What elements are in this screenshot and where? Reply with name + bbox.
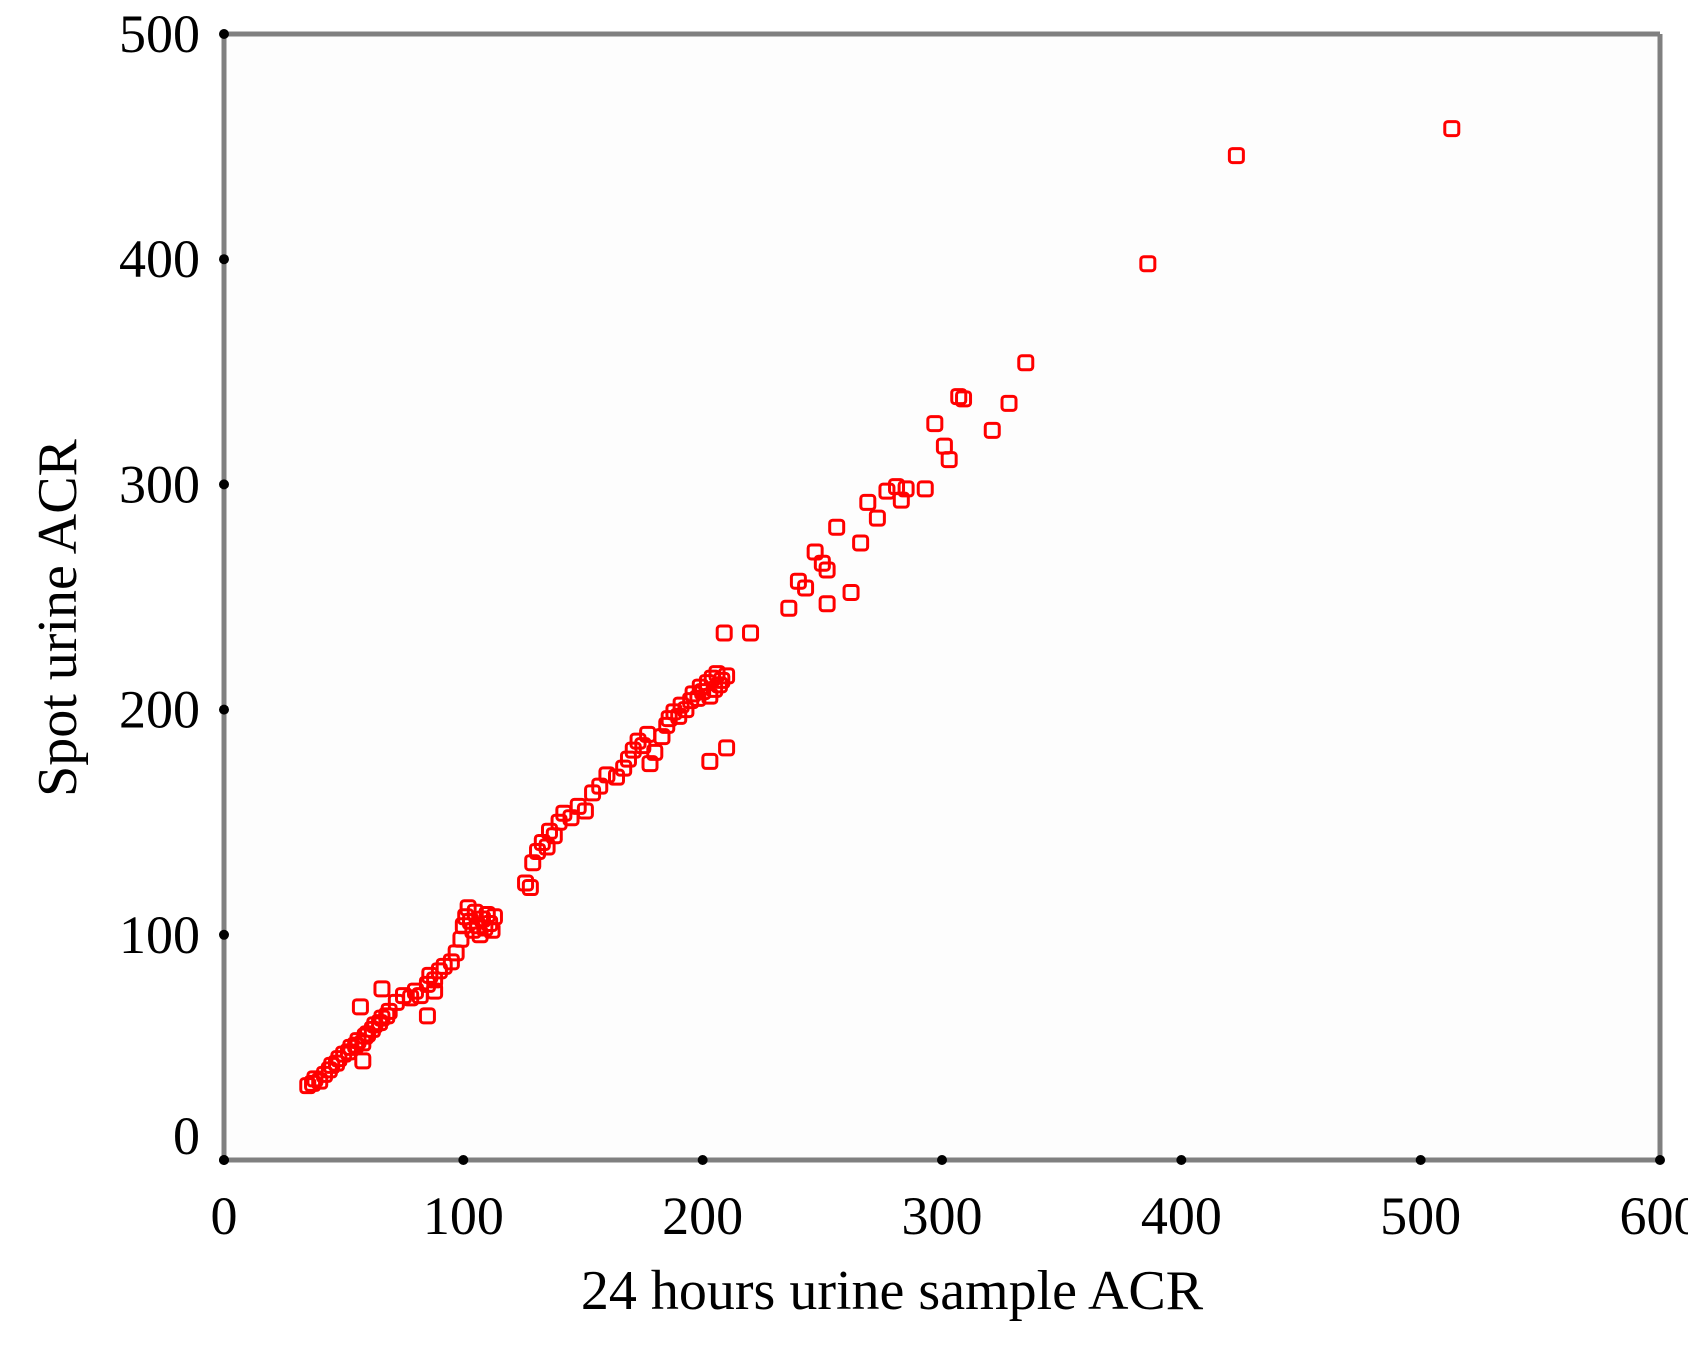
y-axis-title: Spot urine ACR: [27, 438, 89, 796]
y-tick-label: 400: [119, 229, 200, 289]
y-tick-label: 300: [119, 454, 200, 514]
data-point: [576, 802, 594, 820]
data-point: [713, 671, 731, 689]
data-point: [521, 879, 539, 897]
data-point: [983, 421, 1001, 439]
data-point: [418, 1007, 436, 1025]
data-point: [598, 766, 616, 784]
y-axis-ticks: 0 100 200 300 400 500: [119, 4, 229, 1166]
x-tick-mark: [697, 1155, 708, 1165]
x-tick-label: 500: [1380, 1186, 1461, 1246]
data-point: [485, 908, 503, 926]
x-tick-label: 300: [902, 1186, 983, 1246]
y-tick-label: 500: [119, 4, 200, 64]
data-point: [718, 739, 736, 757]
data-point: [1227, 147, 1245, 165]
y-tick-label: 0: [173, 1106, 200, 1166]
data-point: [517, 874, 535, 892]
data-point: [426, 982, 444, 1000]
data-point: [540, 822, 558, 840]
data-points: [299, 120, 1461, 1095]
data-point: [306, 1070, 324, 1088]
x-tick-mark: [937, 1155, 947, 1165]
data-point: [852, 534, 870, 552]
x-axis-title: 24 hours urine sample ACR: [581, 1260, 1204, 1322]
data-point: [624, 741, 642, 759]
data-point: [1443, 120, 1461, 138]
x-tick-label: 0: [211, 1186, 238, 1246]
y-tick-mark: [219, 29, 229, 39]
data-point: [677, 701, 695, 719]
data-point: [897, 480, 915, 498]
x-tick-mark: [1176, 1155, 1187, 1165]
data-point: [351, 998, 369, 1016]
data-point: [615, 759, 633, 777]
x-tick-label: 400: [1141, 1186, 1222, 1246]
data-point: [619, 750, 637, 768]
x-tick-mark: [1655, 1155, 1665, 1165]
data-point: [529, 842, 547, 860]
data-point: [818, 561, 836, 579]
data-point: [742, 624, 760, 642]
data-point: [550, 813, 568, 831]
data-point: [646, 743, 664, 761]
data-point: [718, 667, 736, 685]
plot-area: [224, 34, 1660, 1160]
y-tick-mark: [219, 929, 229, 940]
data-point: [701, 752, 719, 770]
y-tick-label: 200: [119, 680, 200, 740]
data-point: [892, 491, 910, 509]
data-point: [442, 953, 460, 971]
data-point: [859, 493, 877, 511]
data-point: [878, 482, 896, 500]
y-tick-mark: [219, 1155, 229, 1165]
data-point: [955, 390, 973, 408]
data-point: [868, 509, 886, 527]
x-tick-mark: [458, 1155, 469, 1165]
data-point: [842, 583, 860, 601]
data-point: [421, 966, 439, 984]
data-point: [926, 415, 944, 433]
data-point: [1000, 394, 1018, 412]
data-point: [641, 755, 659, 773]
y-tick-label: 100: [119, 905, 200, 965]
data-point: [916, 480, 934, 498]
data-point: [1139, 255, 1157, 273]
data-point: [672, 696, 690, 714]
data-point: [1017, 354, 1035, 372]
data-point: [373, 980, 391, 998]
data-point: [797, 579, 815, 597]
data-point: [524, 854, 542, 872]
data-point: [828, 518, 846, 536]
y-tick-mark: [219, 254, 229, 265]
data-point: [780, 599, 798, 617]
data-point: [354, 1052, 372, 1070]
y-tick-mark: [219, 704, 229, 715]
data-point: [940, 451, 958, 469]
data-point: [950, 388, 968, 406]
data-point: [426, 971, 444, 989]
data-point: [818, 595, 836, 613]
data-point: [378, 1007, 396, 1025]
x-tick-label: 200: [662, 1186, 743, 1246]
x-tick-mark: [1415, 1155, 1426, 1165]
data-point: [430, 962, 448, 980]
y-tick-mark: [219, 479, 229, 490]
x-tick-label: 100: [423, 1186, 504, 1246]
x-axis-ticks: 0 100 200 300 400 500 600: [211, 1155, 1688, 1246]
x-tick-label: 600: [1620, 1186, 1688, 1246]
data-point: [653, 728, 671, 746]
data-point: [715, 624, 733, 642]
